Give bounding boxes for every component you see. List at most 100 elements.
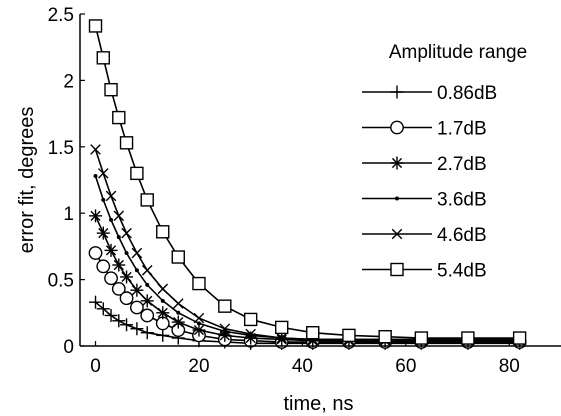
data-point — [96, 51, 110, 65]
data-point — [141, 265, 153, 276]
data-point — [109, 217, 114, 222]
axes: 0 20 40 60 80 0 0.5 1 1.5 2 2.5 time, ns error fit, … — [16, 5, 561, 415]
data-point — [104, 271, 118, 286]
data-point — [176, 310, 181, 315]
data-point — [193, 312, 205, 324]
data-point — [111, 281, 126, 296]
data-point — [219, 323, 231, 335]
data-point — [171, 250, 185, 264]
series-line — [94, 25, 520, 339]
legend-title: Amplitude range — [389, 42, 527, 63]
data-point — [96, 302, 110, 316]
data-point — [120, 318, 134, 332]
data-point — [104, 243, 118, 257]
data-point — [275, 320, 289, 335]
legend-marker — [390, 120, 404, 135]
legend-entry-0.86dB: 0.86dB — [362, 83, 497, 104]
legend-label: 4.6dB — [437, 225, 487, 246]
data-point — [342, 328, 356, 343]
legend-label: 5.4dB — [437, 261, 487, 282]
data-point — [140, 294, 154, 308]
data-point — [112, 258, 126, 272]
data-point — [96, 226, 110, 240]
data-point — [130, 283, 144, 297]
x-tick-label: 20 — [188, 356, 209, 377]
plot-area — [88, 19, 527, 350]
data-point — [306, 326, 320, 340]
legend-label: 1.7dB — [437, 119, 487, 140]
y-tick-label: 2 — [63, 71, 74, 92]
data-point — [105, 190, 117, 202]
data-point — [245, 328, 256, 340]
data-point — [378, 330, 392, 344]
data-point — [414, 331, 429, 345]
series-5.4dB — [88, 19, 527, 345]
data-point — [145, 282, 150, 287]
data-point — [130, 322, 144, 336]
data-point — [157, 283, 169, 295]
data-point — [124, 251, 129, 256]
data-point — [116, 235, 121, 240]
data-point — [140, 193, 154, 207]
data-point — [89, 295, 103, 309]
data-point — [140, 308, 155, 323]
legend-entry-5.4dB: 5.4dB — [362, 261, 487, 282]
data-point — [97, 168, 109, 179]
legend-entry-4.6dB: 4.6dB — [362, 225, 487, 246]
y-tick-label: 0.5 — [48, 271, 74, 292]
data-point — [192, 323, 206, 337]
data-point — [104, 308, 118, 322]
x-tick-label: 80 — [499, 356, 520, 377]
legend-label: 2.7dB — [437, 154, 487, 175]
data-point — [156, 306, 170, 320]
legend: Amplitude range 0.86dB 1.7dB 2.7dB 3.6dB 4.6d… — [362, 42, 527, 282]
data-point — [171, 315, 185, 329]
data-point — [96, 259, 111, 274]
data-point — [160, 298, 165, 303]
data-point — [120, 270, 134, 284]
data-point — [90, 144, 101, 155]
data-point — [121, 227, 132, 239]
data-point — [119, 136, 134, 150]
legend-marker — [391, 228, 403, 240]
data-point — [93, 174, 98, 179]
x-tick-label: 60 — [395, 356, 416, 377]
data-point — [112, 110, 126, 125]
data-point — [113, 210, 125, 222]
x-axis-label: time, ns — [283, 393, 353, 415]
x-tick-label: 40 — [292, 356, 313, 377]
y-tick-label: 0 — [63, 337, 74, 358]
data-point — [172, 298, 184, 309]
data-point — [101, 197, 106, 202]
data-point — [89, 209, 103, 223]
legend-entry-1.7dB: 1.7dB — [362, 119, 487, 140]
data-point — [192, 276, 206, 291]
data-point — [104, 82, 118, 97]
data-point — [218, 299, 232, 313]
legend-label: 3.6dB — [437, 190, 487, 211]
data-point — [112, 314, 126, 328]
data-point — [512, 331, 527, 345]
legend-entry-3.6dB: 3.6dB — [362, 190, 487, 211]
x-tick-label: 0 — [90, 356, 101, 377]
data-point — [156, 225, 170, 239]
data-point — [134, 268, 139, 273]
data-point — [88, 246, 103, 260]
data-point — [88, 19, 103, 33]
y-tick-label: 1 — [63, 204, 74, 225]
legend-label: 0.86dB — [437, 83, 497, 104]
data-point — [276, 332, 288, 344]
data-point — [156, 328, 170, 342]
data-point — [131, 247, 143, 259]
legend-marker — [390, 156, 404, 170]
legend-marker — [390, 85, 404, 99]
data-point — [243, 312, 258, 327]
data-point — [196, 321, 201, 326]
legend-marker — [390, 262, 404, 277]
legend-entry-2.7dB: 2.7dB — [362, 154, 487, 175]
data-point — [461, 331, 475, 345]
data-point — [140, 326, 154, 340]
y-axis-label: error fit, degrees — [16, 107, 38, 254]
legend-marker — [395, 196, 399, 201]
